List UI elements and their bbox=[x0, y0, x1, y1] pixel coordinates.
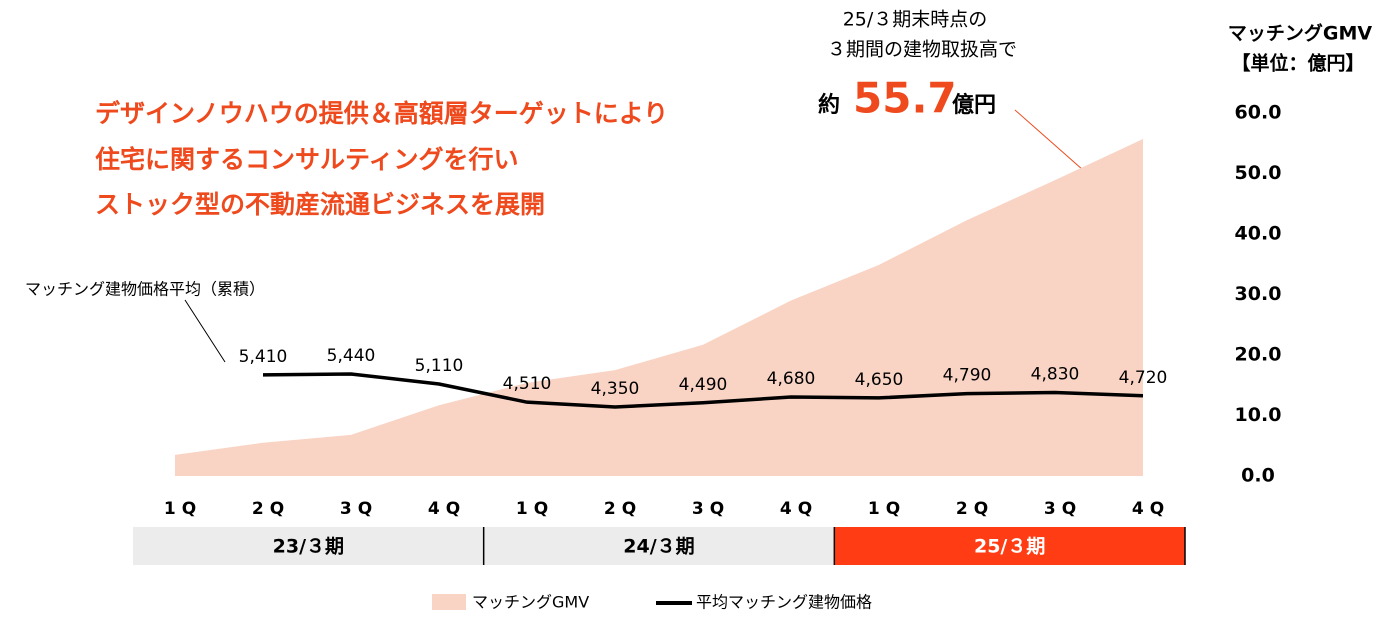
y-tick-label: 0.0 bbox=[1241, 465, 1275, 487]
price-label: 4,830 bbox=[1031, 364, 1080, 384]
y-tick-label: 50.0 bbox=[1235, 162, 1282, 184]
price-label: 4,350 bbox=[591, 379, 640, 399]
x-tick-label: 2Q bbox=[252, 499, 290, 519]
y-tick-label: 30.0 bbox=[1235, 283, 1282, 305]
price-label: 4,790 bbox=[943, 366, 992, 386]
y-tick-label: 40.0 bbox=[1235, 223, 1282, 245]
headline-line: デザインノウハウの提供＆高額層ターゲットにより bbox=[95, 99, 668, 128]
line-annotation: マッチング建物価格平均（累積） bbox=[25, 280, 265, 299]
x-tick-label: 2Q bbox=[604, 499, 642, 519]
x-tick-label: 1Q bbox=[516, 499, 554, 519]
price-label: 4,650 bbox=[855, 370, 904, 390]
period-label: 24/３期 bbox=[623, 536, 694, 558]
price-label: 4,490 bbox=[679, 375, 728, 395]
y-axis-label: 【単位：億円】 bbox=[1231, 52, 1364, 75]
legend-label: マッチングGMV bbox=[472, 593, 589, 612]
headline: デザインノウハウの提供＆高額層ターゲットにより 住宅に関するコンサルティングを行… bbox=[95, 99, 668, 219]
annotation-leader bbox=[184, 299, 226, 363]
x-tick-label: 3Q bbox=[692, 499, 730, 519]
gmv-area bbox=[175, 139, 1143, 476]
x-tick-label: 4Q bbox=[1132, 499, 1170, 519]
price-label: 5,110 bbox=[415, 356, 464, 376]
callout-line: ３期間の建物取扱高で bbox=[827, 39, 1017, 61]
period-band bbox=[133, 527, 484, 565]
period-label: 23/３期 bbox=[273, 536, 344, 558]
callout-prefix: 約 bbox=[818, 92, 840, 118]
legend-label: 平均マッチング建物価格 bbox=[696, 593, 872, 612]
period-band bbox=[834, 527, 1185, 565]
y-tick-label: 60.0 bbox=[1235, 102, 1282, 124]
price-label: 5,410 bbox=[239, 347, 288, 367]
x-tick-label: 4Q bbox=[428, 499, 466, 519]
price-line bbox=[262, 372, 1144, 409]
callout-line: 25/３期末時点の bbox=[843, 9, 988, 31]
period-label: 25/３期 bbox=[974, 536, 1045, 558]
x-tick-label: 2Q bbox=[956, 499, 994, 519]
y-tick-label: 20.0 bbox=[1235, 344, 1282, 366]
y-axis-label: マッチングGMV bbox=[1228, 22, 1373, 45]
x-tick-label: 1Q bbox=[164, 499, 202, 519]
price-label: 5,440 bbox=[327, 346, 376, 366]
price-label: 4,720 bbox=[1119, 368, 1168, 388]
x-tick-label: 4Q bbox=[780, 499, 818, 519]
period-band bbox=[483, 527, 835, 565]
price-label: 4,510 bbox=[503, 374, 552, 394]
callout-value: 55.7 bbox=[853, 74, 957, 123]
y-tick-label: 10.0 bbox=[1235, 404, 1282, 426]
callout: 25/３期末時点の ３期間の建物取扱高で 約 55.7 億円 bbox=[818, 9, 1017, 123]
x-tick-label: 1Q bbox=[868, 499, 906, 519]
legend-swatch bbox=[432, 594, 466, 610]
headline-line: 住宅に関するコンサルティングを行い bbox=[95, 145, 519, 174]
x-tick-label: 3Q bbox=[1044, 499, 1082, 519]
headline-line: ストック型の不動産流通ビジネスを展開 bbox=[95, 190, 545, 219]
x-tick-label: 3Q bbox=[340, 499, 378, 519]
callout-unit: 億円 bbox=[952, 92, 996, 118]
price-label: 4,680 bbox=[767, 369, 816, 389]
